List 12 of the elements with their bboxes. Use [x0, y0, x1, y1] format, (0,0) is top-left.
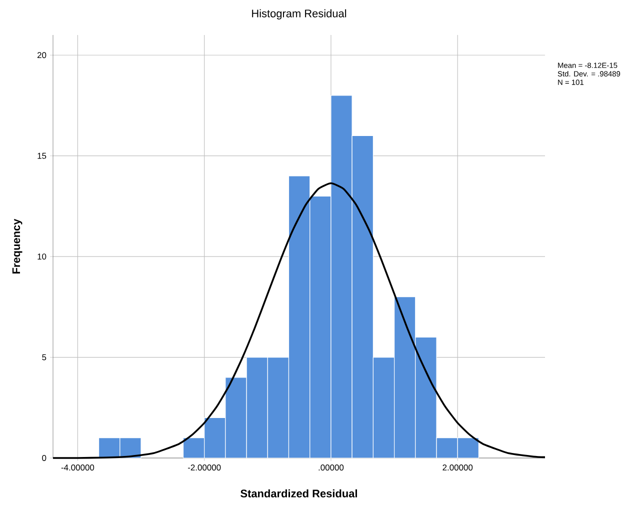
chart-title: Histogram Residual: [252, 9, 346, 20]
x-tick-label: -4.00000: [61, 464, 94, 470]
y-tick-label: 5: [42, 354, 46, 360]
y-tick-label: 15: [38, 152, 46, 159]
x-tick-label: .00000: [318, 464, 344, 470]
x-tick-label: 2.00000: [442, 464, 473, 470]
x-tick-label: -2.00000: [188, 464, 221, 470]
x-axis-title: Standardized Residual: [240, 489, 357, 498]
y-tick-label: 20: [37, 52, 46, 58]
y-tick-label: 0: [42, 455, 46, 461]
y-tick-label: 10: [38, 254, 46, 260]
y-axis-title: Frequency: [12, 218, 22, 274]
